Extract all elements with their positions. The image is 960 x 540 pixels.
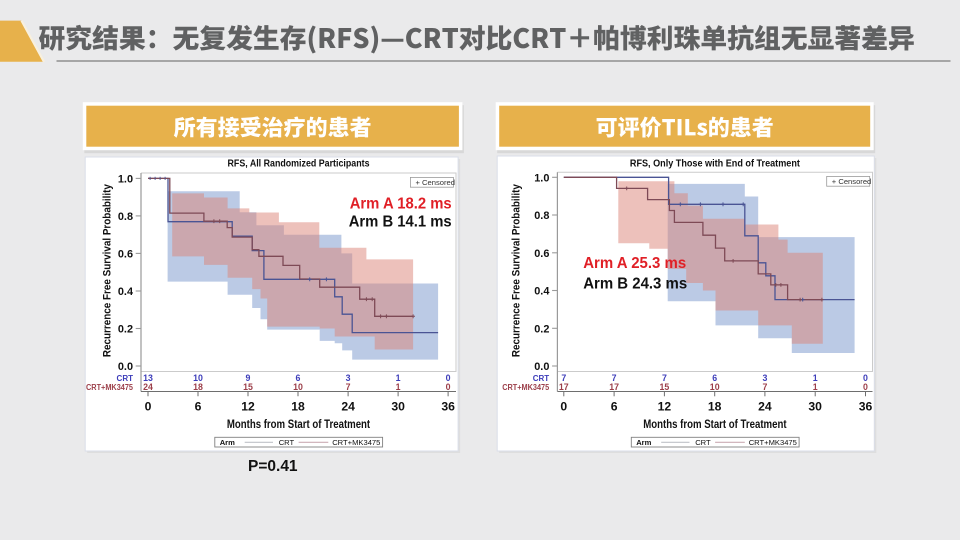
svg-text:12: 12 xyxy=(241,400,255,414)
svg-text:Arm: Arm xyxy=(220,438,235,447)
svg-text:Months from Start of Treatment: Months from Start of Treatment xyxy=(227,417,370,431)
svg-text:CRT: CRT xyxy=(117,374,134,383)
svg-text:Recurrence Free Survival Proba: Recurrence Free Survival Probability xyxy=(101,183,113,357)
svg-text:0.0: 0.0 xyxy=(118,361,133,373)
svg-text:6: 6 xyxy=(712,373,717,383)
svg-text:0.2: 0.2 xyxy=(534,323,549,335)
svg-text:12: 12 xyxy=(658,400,672,414)
svg-text:0: 0 xyxy=(446,373,451,383)
svg-text:17: 17 xyxy=(609,382,619,392)
svg-text:1: 1 xyxy=(813,382,818,392)
svg-text:1: 1 xyxy=(813,373,818,383)
svg-text:24: 24 xyxy=(143,382,153,392)
svg-text:0: 0 xyxy=(446,382,451,392)
svg-text:3: 3 xyxy=(346,373,351,383)
svg-text:Arm B 14.1 ms: Arm B 14.1 ms xyxy=(349,214,452,231)
svg-text:1: 1 xyxy=(396,382,401,392)
svg-text:0.0: 0.0 xyxy=(534,361,549,373)
svg-text:0.2: 0.2 xyxy=(118,324,133,336)
svg-text:17: 17 xyxy=(559,382,569,392)
svg-text:15: 15 xyxy=(660,382,670,392)
svg-text:0: 0 xyxy=(863,382,868,392)
svg-text:CRT+MK3475: CRT+MK3475 xyxy=(502,383,549,392)
svg-text:7: 7 xyxy=(662,373,667,383)
svg-text:18: 18 xyxy=(193,382,203,392)
svg-text:Months from Start of Treatment: Months from Start of Treatment xyxy=(643,417,786,431)
svg-text:36: 36 xyxy=(859,400,873,414)
svg-text:10: 10 xyxy=(293,382,303,392)
svg-text:CRT: CRT xyxy=(279,438,295,447)
svg-text:CRT+MK3475: CRT+MK3475 xyxy=(86,383,133,392)
svg-text:0.4: 0.4 xyxy=(534,286,549,298)
svg-text:36: 36 xyxy=(441,400,455,414)
svg-text:7: 7 xyxy=(561,373,566,383)
svg-text:18: 18 xyxy=(708,400,722,414)
svg-text:CRT+MK3475: CRT+MK3475 xyxy=(332,438,380,447)
svg-text:Recurrence Free Survival Proba: Recurrence Free Survival Probability xyxy=(511,183,523,357)
svg-text:RFS, Only Those with End of Tr: RFS, Only Those with End of Treatment xyxy=(630,158,801,169)
svg-text:7: 7 xyxy=(612,373,617,383)
svg-text:0: 0 xyxy=(863,373,868,383)
svg-text:CRT: CRT xyxy=(533,374,550,383)
svg-text:0.8: 0.8 xyxy=(118,211,133,223)
svg-text:Arm A 18.2 ms: Arm A 18.2 ms xyxy=(350,196,452,213)
svg-text:0.6: 0.6 xyxy=(118,249,133,261)
svg-text:15: 15 xyxy=(243,382,253,392)
svg-text:10: 10 xyxy=(193,373,203,383)
svg-text:30: 30 xyxy=(391,400,405,414)
svg-text:CRT+MK3475: CRT+MK3475 xyxy=(749,438,797,447)
svg-text:9: 9 xyxy=(246,373,251,383)
svg-text:7: 7 xyxy=(346,382,351,392)
svg-text:3: 3 xyxy=(762,373,767,383)
svg-text:0.8: 0.8 xyxy=(534,210,549,222)
svg-text:+ Censored: + Censored xyxy=(832,177,871,186)
svg-text:7: 7 xyxy=(762,382,767,392)
svg-text:Arm A 25.3 ms: Arm A 25.3 ms xyxy=(583,255,686,272)
svg-text:RFS, All Randomized Participan: RFS, All Randomized Participants xyxy=(228,158,370,169)
svg-text:0: 0 xyxy=(145,400,152,414)
svg-text:+ Censored: + Censored xyxy=(416,178,455,187)
svg-text:18: 18 xyxy=(291,400,305,414)
svg-text:24: 24 xyxy=(758,400,772,414)
svg-text:24: 24 xyxy=(341,400,355,414)
svg-text:6: 6 xyxy=(611,400,618,414)
svg-text:6: 6 xyxy=(195,400,202,414)
svg-text:Arm B 24.3 ms: Arm B 24.3 ms xyxy=(583,276,687,293)
svg-text:0: 0 xyxy=(560,400,567,414)
svg-text:P=0.41: P=0.41 xyxy=(248,458,298,475)
svg-text:6: 6 xyxy=(296,373,301,383)
svg-text:30: 30 xyxy=(808,400,822,414)
svg-text:CRT: CRT xyxy=(695,438,711,447)
svg-text:1: 1 xyxy=(396,373,401,383)
svg-text:0.6: 0.6 xyxy=(534,248,549,260)
svg-text:0.4: 0.4 xyxy=(118,286,133,298)
svg-text:1.0: 1.0 xyxy=(118,174,133,186)
svg-text:10: 10 xyxy=(710,382,720,392)
svg-text:1.0: 1.0 xyxy=(534,172,549,184)
svg-text:Arm: Arm xyxy=(636,438,651,447)
svg-text:13: 13 xyxy=(143,373,153,383)
